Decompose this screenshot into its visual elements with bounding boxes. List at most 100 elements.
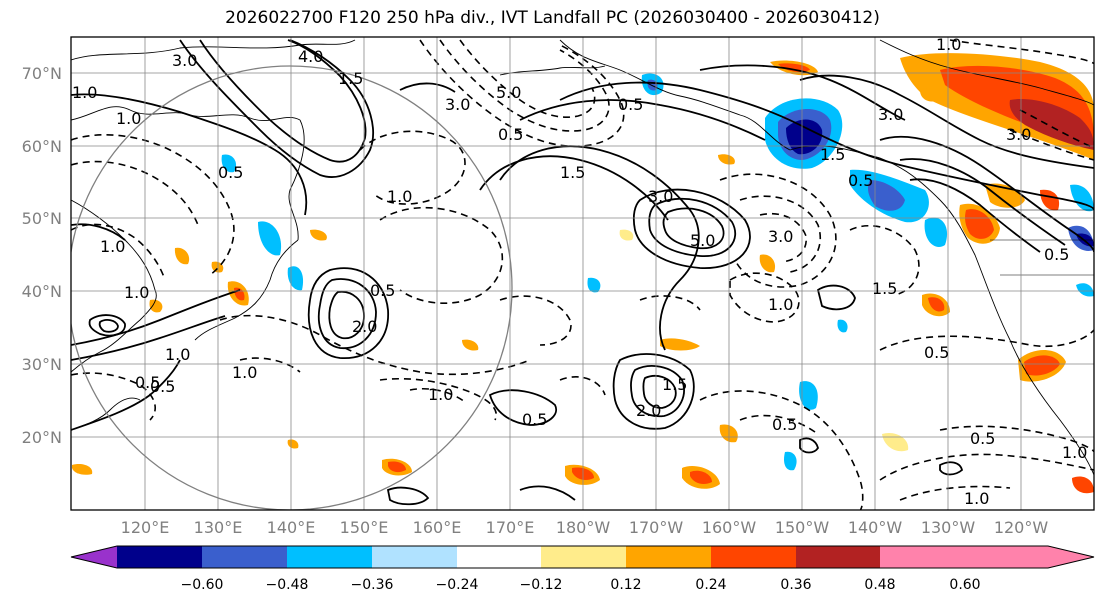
shading-negative <box>924 217 948 248</box>
contour-line <box>612 353 695 430</box>
shading-negative <box>784 451 797 471</box>
contour-line <box>879 136 1094 253</box>
lon-label: 120°W <box>994 518 1049 537</box>
colorbar-segment <box>796 546 880 568</box>
contour-line <box>359 130 466 205</box>
contour-label: 0.5 <box>924 343 949 362</box>
coastline-alaska <box>559 39 791 151</box>
contour-label: 0.5 <box>135 373 160 392</box>
contour-line <box>71 93 308 216</box>
contour-label: 0.5 <box>618 95 643 114</box>
contour-line <box>71 315 226 361</box>
lon-label: 150°W <box>775 518 830 537</box>
shading-positive <box>1072 476 1094 494</box>
colorbar-tick-label: 0.24 <box>695 577 726 593</box>
contour-label: 1.0 <box>428 385 453 404</box>
contour-line <box>499 295 572 346</box>
shading-negative <box>799 381 818 410</box>
contour-line <box>739 195 822 273</box>
contour-line <box>71 134 235 276</box>
contour-line <box>479 155 669 221</box>
shading-positive <box>462 339 479 351</box>
lon-label: 160°W <box>702 518 757 537</box>
colorbar-segment <box>626 546 711 568</box>
coastline-kamchatka <box>288 119 305 241</box>
contour-label: 1.5 <box>662 375 687 394</box>
divergence-contours-solid <box>71 39 1094 506</box>
shading-negative <box>587 277 601 293</box>
colorbar-tick-label: −0.36 <box>351 577 394 593</box>
contour-line <box>559 376 606 396</box>
contour-line <box>519 99 766 141</box>
lon-label: 180°W <box>556 518 611 537</box>
contour-line <box>899 485 1011 501</box>
contour-line <box>639 295 701 311</box>
lon-label: 130°W <box>921 518 976 537</box>
contour-line <box>559 81 1094 211</box>
shading-positive <box>660 338 700 351</box>
coastline-bering <box>499 65 606 76</box>
contour-line <box>199 39 367 163</box>
contour-line <box>729 272 800 323</box>
colorbar-segment <box>711 546 796 568</box>
contour-label: 1.0 <box>1062 443 1087 462</box>
contour-label: 3.0 <box>648 187 673 206</box>
lon-label: 140°W <box>848 518 903 537</box>
contour-line <box>71 223 126 241</box>
contour-line <box>939 461 964 476</box>
contour-label: 1.0 <box>768 295 793 314</box>
colorbar-segment <box>457 546 541 568</box>
longitude-labels: 120°E 130°E 140°E 150°E 160°E 170°E 180°… <box>121 518 1049 537</box>
shading-negative <box>258 221 282 256</box>
shading-positive <box>149 299 163 313</box>
coastlines <box>71 39 1094 476</box>
coastline-siberia <box>71 39 356 61</box>
shading-positive <box>174 247 190 265</box>
lon-label: 140°E <box>267 518 316 537</box>
shading-negative <box>837 319 848 333</box>
contour-line <box>909 178 1041 253</box>
contour-label: 1.0 <box>124 283 149 302</box>
contour-label: 1.0 <box>964 489 989 508</box>
colorbar-tick-label: −0.24 <box>436 577 479 593</box>
contour-label: 0.5 <box>522 410 547 429</box>
contour-line <box>739 414 816 433</box>
shading-positive <box>759 254 776 273</box>
contour-label: 1.0 <box>232 363 257 382</box>
shading-positive <box>388 461 406 473</box>
shading-positive <box>287 439 299 449</box>
colorbar-segment <box>372 546 457 568</box>
shading-negative <box>867 180 905 211</box>
contour-line <box>409 387 466 403</box>
contour-line <box>71 372 156 421</box>
contour-line <box>699 390 864 510</box>
shading-positive <box>72 464 93 475</box>
lat-label: 60°N <box>22 137 62 156</box>
colorbar-segment <box>202 546 287 568</box>
shading-positive <box>882 432 909 452</box>
divergence-contours-dashed <box>71 39 1094 510</box>
contour-label: 1.5 <box>872 279 897 298</box>
contour-labels: 3.0 4.0 1.0 0.5 1.0 1.5 1.0 3.0 5.0 0.5 … <box>72 37 1087 508</box>
shading-positive <box>928 297 945 312</box>
contour-line <box>98 319 119 333</box>
lon-label: 170°W <box>629 518 684 537</box>
ivt-shading-layer <box>72 53 1094 494</box>
contour-line <box>799 74 1094 169</box>
contour-line <box>759 213 807 263</box>
contour-label: 1.5 <box>338 69 363 88</box>
lat-label: 20°N <box>22 428 62 447</box>
colorbar-segment <box>880 546 965 568</box>
contour-line <box>1019 109 1094 149</box>
contour-line <box>328 290 365 340</box>
contour-line <box>439 39 610 132</box>
contour-label: 0.5 <box>218 163 243 182</box>
contour-label: 1.5 <box>820 145 845 164</box>
contour-line <box>799 437 819 454</box>
contour-line <box>88 314 126 337</box>
contour-label: 1.0 <box>116 109 141 128</box>
lat-label: 40°N <box>22 282 62 301</box>
contour-label: 0.5 <box>498 125 523 144</box>
shading-positive <box>965 209 994 239</box>
